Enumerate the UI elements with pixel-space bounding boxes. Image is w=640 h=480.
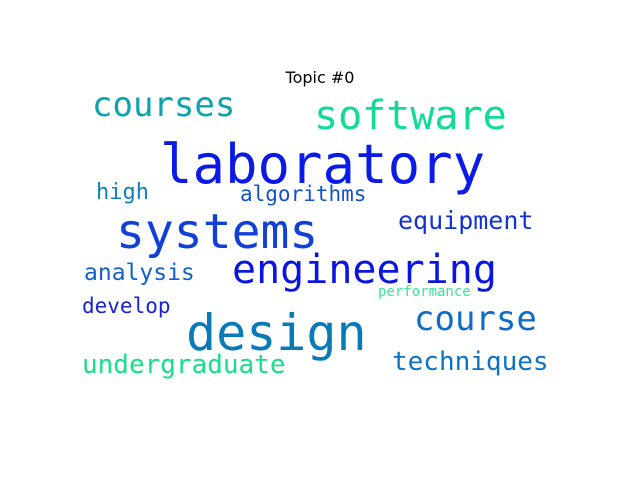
word-high: high bbox=[96, 180, 149, 205]
word-software: software bbox=[314, 93, 507, 139]
word-courses: courses bbox=[92, 85, 236, 125]
word-techniques: techniques bbox=[392, 347, 549, 377]
word-engineering: engineering bbox=[232, 247, 497, 293]
word-design: design bbox=[186, 304, 367, 362]
word-algorithms: algorithms bbox=[240, 182, 367, 206]
word-performance: performance bbox=[378, 284, 471, 300]
word-course: course bbox=[414, 299, 537, 339]
word-analysis: analysis bbox=[84, 260, 195, 286]
word-systems: systems bbox=[116, 204, 319, 260]
chart-title: Topic #0 bbox=[285, 68, 355, 87]
word-develop: develop bbox=[82, 294, 171, 318]
word-equipment: equipment bbox=[398, 206, 534, 235]
word-undergraduate: undergraduate bbox=[82, 350, 286, 380]
word-laboratory: laboratory bbox=[160, 133, 486, 196]
